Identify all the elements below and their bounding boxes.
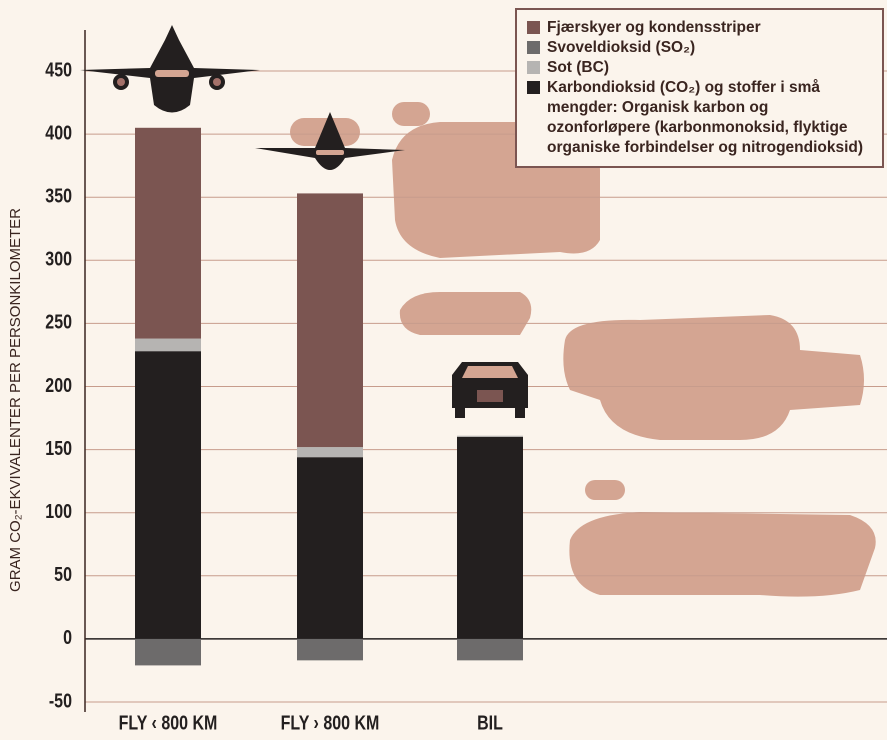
bar-segment (297, 447, 363, 458)
legend-swatch (527, 21, 540, 34)
legend-item: Svoveldioksid (SO₂) (527, 38, 872, 58)
x-tick-label: FLY ‹ 800 KM (119, 712, 218, 734)
y-tick-label: 200 (45, 374, 72, 396)
legend-label: Svoveldioksid (SO₂) (547, 39, 696, 56)
y-tick-label: 50 (54, 563, 72, 585)
legend-swatch (527, 41, 540, 54)
bar-segment (457, 638, 523, 661)
bar-segment (135, 338, 201, 352)
clouds (290, 102, 876, 597)
legend-item: Fjærskyer og kondensstriper (527, 18, 872, 38)
x-tick-label: BIL (477, 712, 503, 734)
plane-icon (255, 112, 405, 170)
y-tick-label: -50 (49, 690, 72, 712)
legend-label: Karbondioksid (CO₂) og stoffer i små men… (547, 79, 864, 156)
y-tick-label: 450 (45, 59, 72, 81)
bar-segment (297, 457, 363, 639)
y-tick-label: 250 (45, 311, 72, 333)
legend-swatch (527, 81, 540, 94)
x-tick-label: FLY › 800 KM (281, 712, 380, 734)
y-tick-label: 350 (45, 185, 72, 207)
car-icon (452, 362, 528, 418)
legend-label: Sot (BC) (547, 59, 609, 76)
bar-segment (457, 436, 523, 639)
y-tick-label: 100 (45, 500, 72, 522)
bar-segment (135, 351, 201, 639)
legend-item: Sot (BC) (527, 58, 872, 78)
bar-segment (457, 435, 523, 437)
legend-label: Fjærskyer og kondensstriper (547, 19, 761, 36)
y-tick-label: 0 (63, 627, 72, 649)
legend: Fjærskyer og kondensstriper Svoveldioksid… (515, 8, 884, 168)
y-tick-label: 300 (45, 248, 72, 270)
legend-item: Karbondioksid (CO₂) og stoffer i små men… (527, 78, 872, 158)
y-tick-label: 150 (45, 437, 72, 459)
legend-swatch (527, 61, 540, 74)
bar-segment (135, 638, 201, 666)
y-axis-label: GRAM CO₂-EKVIVALENTER PER PERSONKILOMETE… (7, 208, 24, 592)
bar-segment (297, 638, 363, 661)
plane-icon (80, 25, 260, 113)
bar-segment (135, 127, 201, 339)
y-tick-label: 400 (45, 122, 72, 144)
bar-segment (297, 193, 363, 448)
